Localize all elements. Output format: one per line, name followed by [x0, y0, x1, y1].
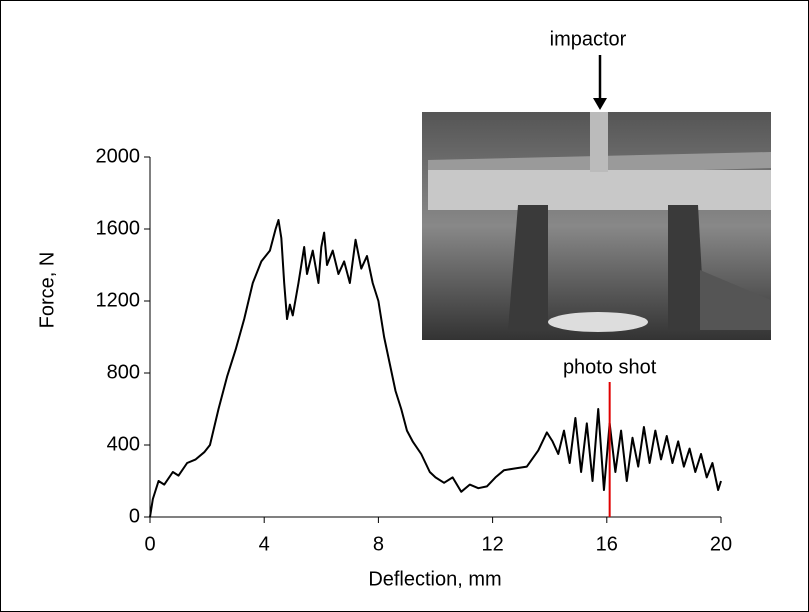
x-tick-label: 16: [596, 533, 618, 555]
x-tick-label: 4: [259, 533, 270, 555]
data-line: [149, 219, 722, 518]
y-tick-label: 1600: [96, 217, 141, 239]
x-axis-label: Deflection, mm: [368, 568, 501, 590]
y-tick-label: 2000: [96, 145, 141, 167]
photo-marker-label: photo shot: [563, 356, 657, 378]
x-tick-label: 20: [710, 533, 732, 555]
x-tick-label: 0: [144, 533, 155, 555]
y-axis-label: Force, N: [36, 252, 58, 329]
y-tick-label: 400: [107, 433, 140, 455]
impactor-arrowhead: [593, 98, 607, 110]
x-tick-label: 8: [373, 533, 384, 555]
y-tick-label: 1200: [96, 289, 141, 311]
y-tick-label: 800: [107, 361, 140, 383]
photo: [422, 112, 771, 340]
y-tick-label: 0: [129, 505, 140, 527]
x-tick-label: 12: [481, 533, 503, 555]
impactor-label: impactor: [550, 28, 627, 50]
